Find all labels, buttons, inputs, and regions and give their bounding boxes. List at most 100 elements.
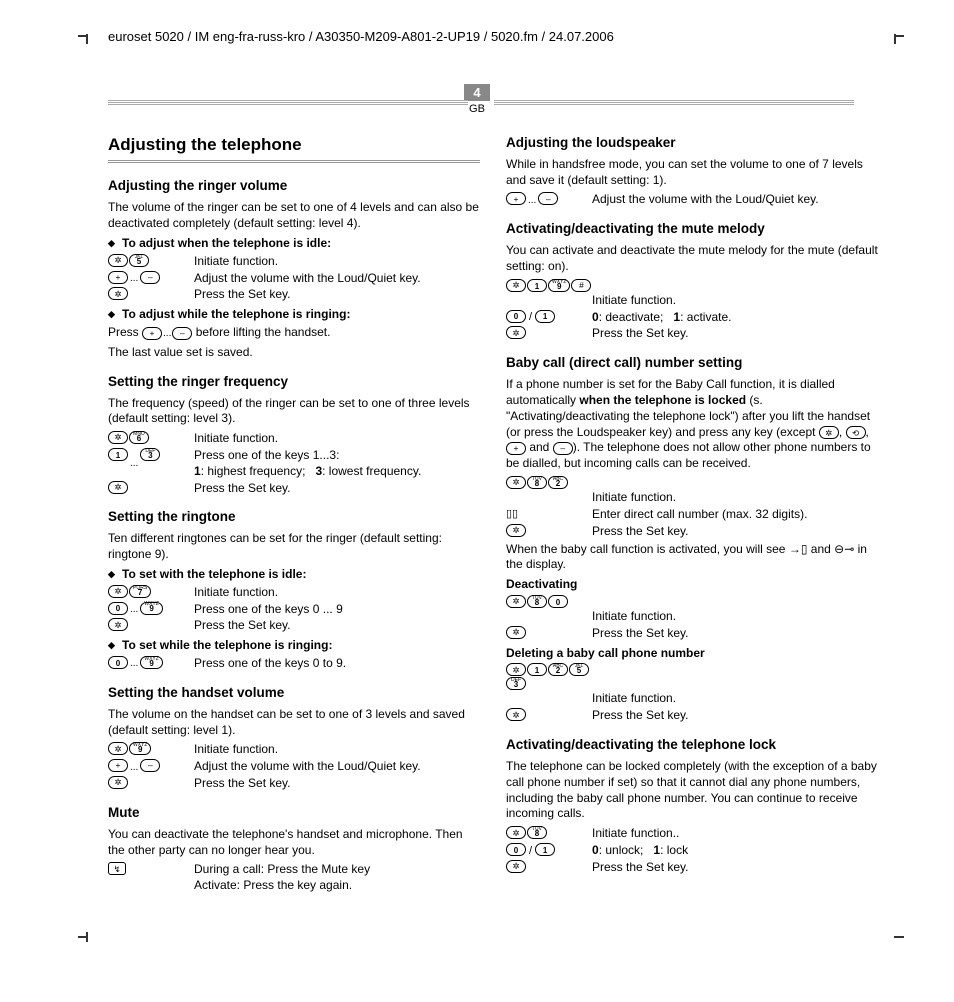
mute-key-icon: ↯ bbox=[108, 862, 126, 875]
instruction-row: Initiate function. bbox=[506, 490, 878, 506]
numkey-8-icon: TUV8 bbox=[527, 595, 547, 608]
divider bbox=[108, 100, 468, 105]
right-column: Adjusting the loudspeaker While in hands… bbox=[506, 134, 878, 895]
instruction-text: Press the Set key. bbox=[194, 481, 480, 497]
body-text: Press +...– before lifting the handset. bbox=[108, 325, 480, 341]
numkey-1-icon: 1 bbox=[527, 663, 547, 676]
instruction-text: Initiate function. bbox=[592, 609, 878, 625]
numkey-0-icon: 0 bbox=[548, 595, 568, 608]
instruction-row: ↯ During a call: Press the Mute key Acti… bbox=[108, 862, 480, 894]
instruction-text: Initiate function. bbox=[592, 691, 878, 707]
instruction-row: 1...DEF3 Press one of the keys 1...3: 1:… bbox=[108, 448, 480, 480]
instruction-text: Press one of the keys 0 ... 9 bbox=[194, 602, 480, 618]
instruction-text: 0: deactivate; 1: activate. bbox=[592, 310, 878, 326]
body-text: The telephone can be locked completely (… bbox=[506, 759, 878, 822]
body-text: Ten different ringtones can be set for t… bbox=[108, 531, 480, 563]
numkey-1-icon: 1 bbox=[108, 448, 128, 461]
section-heading: Setting the ringer frequency bbox=[108, 373, 480, 391]
crop-mark bbox=[894, 34, 896, 44]
body-text: The frequency (speed) of the ringer can … bbox=[108, 396, 480, 428]
section-heading: Adjusting the loudspeaker bbox=[506, 134, 878, 152]
instruction-text: Press the Set key. bbox=[194, 776, 480, 792]
instruction-text: Press one of the keys 1...3: 1: highest … bbox=[194, 448, 480, 480]
instruction-row: 0...WXYZ9 Press one of the keys 0 to 9. bbox=[108, 656, 480, 672]
instruction-text: Adjust the volume with the Loud/Quiet ke… bbox=[592, 192, 878, 208]
body-text: The last value set is saved. bbox=[108, 345, 480, 361]
sub-heading: Deactivating bbox=[506, 577, 878, 593]
body-text: You can deactivate the telephone's hands… bbox=[108, 827, 480, 859]
instruction-text: Adjust the volume with the Loud/Quiet ke… bbox=[194, 271, 480, 287]
instruction-row: ✲ Press the Set key. bbox=[108, 481, 480, 497]
body-text: While in handsfree mode, you can set the… bbox=[506, 157, 878, 189]
section-heading: Activating/deactivating the telephone lo… bbox=[506, 736, 878, 754]
instruction-text: Initiate function. bbox=[592, 293, 878, 309]
instruction-text: Initiate function. bbox=[194, 742, 480, 758]
set-key-icon: ✲ bbox=[819, 426, 839, 439]
numkey-2-icon: ABC2 bbox=[548, 663, 568, 676]
left-column: Adjusting the telephone Adjusting the ri… bbox=[108, 134, 480, 895]
instruction-row: ✲ Press the Set key. bbox=[506, 524, 878, 540]
instruction-row: 0/ 1 0: deactivate; 1: activate. bbox=[506, 310, 878, 326]
section-heading: Activating/deactivating the mute melody bbox=[506, 220, 878, 238]
set-key-icon: ✲ bbox=[506, 860, 526, 873]
sub-heading: To adjust when the telephone is idle: bbox=[108, 236, 480, 252]
body-text: You can activate and deactivate the mute… bbox=[506, 243, 878, 275]
plus-key-icon: + bbox=[108, 271, 128, 284]
minus-key-icon: – bbox=[553, 442, 573, 455]
set-key-icon: ✲ bbox=[506, 279, 526, 292]
minus-key-icon: – bbox=[172, 327, 192, 340]
content: Adjusting the telephone Adjusting the ri… bbox=[108, 134, 878, 895]
numkey-9-icon: WXYZ9 bbox=[140, 602, 162, 615]
numkey-3-icon: DEF3 bbox=[140, 448, 160, 461]
crop-mark bbox=[894, 936, 904, 938]
instruction-row: ✲WXYZ9 Initiate function. bbox=[108, 742, 480, 758]
instruction-row: Initiate function. bbox=[506, 293, 878, 309]
instruction-row: ✲JKL5 Initiate function. bbox=[108, 254, 480, 270]
instruction-text: Enter direct call number (max. 32 digits… bbox=[592, 507, 878, 523]
instruction-text: Press the Set key. bbox=[592, 524, 878, 540]
page-number: 4 bbox=[464, 84, 490, 101]
numkey-1-icon: 1 bbox=[535, 310, 555, 323]
divider bbox=[494, 100, 854, 105]
set-key-icon: ✲ bbox=[506, 826, 526, 839]
instruction-text: Initiate function. bbox=[592, 490, 878, 506]
instruction-text: 0: unlock; 1: lock bbox=[592, 843, 878, 859]
numkey-7-icon: PQRS7 bbox=[129, 585, 151, 598]
instruction-text: Adjust the volume with the Loud/Quiet ke… bbox=[194, 759, 480, 775]
body-text: When the baby call function is activated… bbox=[506, 542, 878, 574]
numkey-3-icon: DEF3 bbox=[506, 677, 526, 690]
numkey-0-icon: 0 bbox=[506, 310, 526, 323]
numkey-8-icon: TUV8 bbox=[527, 476, 547, 489]
instruction-row: 0/ 1 0: unlock; 1: lock bbox=[506, 843, 878, 859]
sub-heading: To set with the telephone is idle: bbox=[108, 567, 480, 583]
instruction-row: ✲ Press the Set key. bbox=[506, 708, 878, 724]
set-key-icon: ✲ bbox=[108, 585, 128, 598]
set-key-icon: ✲ bbox=[108, 254, 128, 267]
page-title: Adjusting the telephone bbox=[108, 134, 480, 163]
instruction-row: ✲ Press the Set key. bbox=[506, 626, 878, 642]
instruction-text: Press the Set key. bbox=[592, 626, 878, 642]
section-heading: Setting the handset volume bbox=[108, 684, 480, 702]
numkey-1-icon: 1 bbox=[535, 843, 555, 856]
instruction-text: Initiate function. bbox=[194, 431, 480, 447]
section-heading: Baby call (direct call) number setting bbox=[506, 354, 878, 372]
numkey-9-icon: WXYZ9 bbox=[140, 656, 162, 669]
hash-key-icon: # bbox=[571, 279, 591, 292]
section-heading: Mute bbox=[108, 804, 480, 822]
instruction-text: During a call: Press the Mute key Activa… bbox=[194, 862, 480, 894]
numkey-6-icon: MNO6 bbox=[129, 431, 149, 444]
numkey-1-icon: 1 bbox=[527, 279, 547, 292]
instruction-row: ✲ 1ABC2JKL5DEF3 bbox=[506, 663, 878, 690]
instruction-text: Press the Set key. bbox=[194, 287, 480, 303]
crop-mark bbox=[78, 936, 88, 938]
set-key-icon: ✲ bbox=[506, 326, 526, 339]
instruction-text: Initiate function.. bbox=[592, 826, 878, 842]
minus-key-icon: – bbox=[140, 271, 160, 284]
instruction-text: Initiate function. bbox=[194, 585, 480, 601]
instruction-row: ✲ Press the Set key. bbox=[506, 326, 878, 342]
numkey-0-icon: 0 bbox=[108, 602, 128, 615]
instruction-row: +...– Adjust the volume with the Loud/Qu… bbox=[506, 192, 878, 208]
plus-key-icon: + bbox=[506, 192, 526, 205]
instruction-text: Press one of the keys 0 to 9. bbox=[194, 656, 480, 672]
set-key-icon: ✲ bbox=[108, 481, 128, 494]
